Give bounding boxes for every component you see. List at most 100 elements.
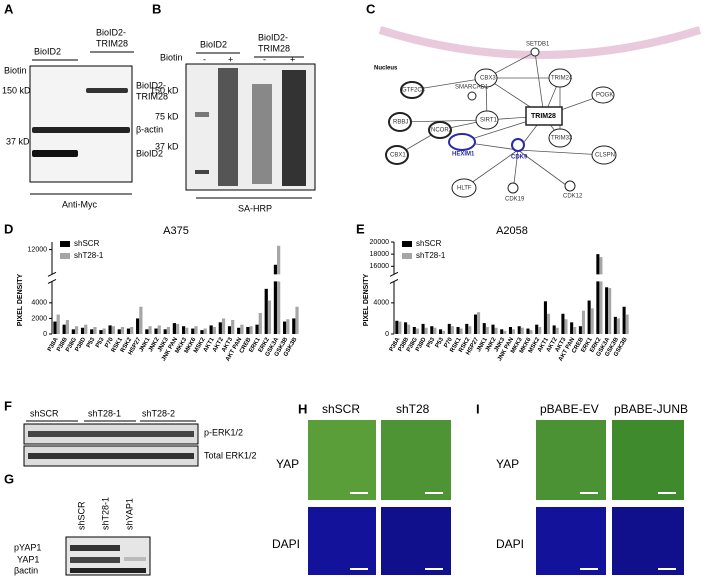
- lane-label: shYAP1: [124, 498, 134, 530]
- node-label: SIRT1: [480, 118, 498, 124]
- bar: [264, 288, 268, 334]
- bar: [154, 328, 158, 334]
- micrograph: [308, 420, 376, 500]
- bar: [65, 319, 69, 334]
- node-label: CLSPN: [595, 153, 615, 159]
- node-label: CDK19: [505, 197, 525, 203]
- y-tick-label: 16000: [370, 263, 390, 270]
- legend-swatch: [60, 241, 70, 247]
- bar: [520, 327, 524, 334]
- micrograph: [536, 507, 606, 575]
- band: [32, 127, 130, 133]
- bar: [605, 287, 609, 334]
- bar: [398, 321, 402, 334]
- column-label: shT28: [396, 402, 430, 416]
- bar: [508, 326, 512, 334]
- bar: [255, 324, 259, 334]
- row-label: YAP: [276, 457, 299, 471]
- band: [70, 557, 120, 563]
- bar: [535, 324, 539, 334]
- band: [28, 453, 194, 459]
- bar: [412, 326, 416, 334]
- bar: [500, 329, 504, 334]
- bar: [240, 324, 244, 334]
- bar: [599, 257, 603, 334]
- axis-break: [390, 274, 630, 282]
- bar: [191, 328, 195, 334]
- bar: [494, 327, 498, 334]
- node-label: GTF2C4: [402, 88, 426, 94]
- bar: [145, 329, 149, 334]
- y-tick-label: 2000: [31, 315, 47, 322]
- bar: [570, 322, 574, 334]
- bar: [292, 318, 296, 334]
- lane-label: TRIM28: [258, 43, 290, 53]
- band-label: BioID2-: [136, 80, 166, 90]
- bar: [465, 323, 469, 334]
- bar: [80, 327, 85, 334]
- bar: [286, 319, 290, 334]
- bar: [148, 326, 152, 334]
- lane-label: BioID2: [34, 46, 61, 56]
- panel-c: C Nucleus: [366, 1, 702, 203]
- lane-label: shSCR: [30, 408, 59, 418]
- bar: [74, 326, 79, 334]
- band-label: TRIM28: [136, 91, 168, 101]
- bar: [459, 328, 463, 334]
- bar: [447, 323, 451, 334]
- x-tick-label: P53: [426, 336, 437, 349]
- marker: 150 kD: [2, 85, 31, 95]
- marker: 37 kD: [6, 136, 30, 146]
- bar: [246, 326, 250, 334]
- x-tick-label: P70: [104, 336, 115, 349]
- treatment-label: Biotin: [160, 52, 183, 62]
- panel-a: A BioID2 BioID2- TRIM28 Biotin - + - + 1…: [2, 1, 168, 209]
- panel-b: B BioID2 BioID2- TRIM28 Biotin - + - + 1…: [150, 1, 316, 213]
- band-label: βactin: [14, 565, 38, 575]
- y-tick-label: 18000: [370, 251, 390, 258]
- bar: [616, 318, 620, 334]
- micrograph: [536, 420, 606, 500]
- bar: [424, 327, 428, 334]
- lane-smear: [252, 84, 272, 184]
- bar: [120, 326, 125, 334]
- bar: [249, 326, 253, 334]
- bar: [485, 326, 489, 334]
- compartment-label: Nucleus: [374, 66, 398, 72]
- lane-label: shT28-1: [100, 497, 110, 530]
- x-tick-label: P53: [95, 336, 106, 349]
- lane-smear: [218, 68, 238, 186]
- sign: +: [290, 54, 295, 64]
- band-label: Total ERK1/2: [204, 450, 257, 460]
- bar: [468, 326, 472, 334]
- bar: [421, 323, 425, 334]
- blot: [29, 65, 133, 183]
- bar: [517, 326, 521, 334]
- bar: [546, 313, 551, 334]
- bar: [573, 326, 577, 334]
- bar: [56, 314, 60, 334]
- node-label: TRIM33: [551, 136, 573, 142]
- node-label: SMARCAD1: [455, 85, 489, 91]
- column-label: shSCR: [322, 402, 360, 416]
- bar: [200, 330, 204, 334]
- bar: [84, 324, 88, 334]
- band: [28, 431, 194, 437]
- bar: [587, 300, 591, 334]
- y-axis-title: PIXEL DENSITY: [363, 273, 370, 326]
- lane-label: BioID2: [200, 39, 227, 49]
- bar: [456, 326, 460, 334]
- bar: [625, 314, 629, 334]
- band: [124, 557, 146, 561]
- bar: [450, 326, 454, 334]
- chart-title: A2058: [496, 225, 528, 237]
- bar: [90, 329, 94, 334]
- bar: [277, 245, 281, 334]
- break-mark: [47, 271, 57, 277]
- y-tick-label: 4000: [373, 300, 389, 307]
- bar: [581, 310, 585, 334]
- lane-smear: [282, 70, 306, 186]
- micrograph: [381, 507, 451, 575]
- panel-letter: H: [298, 401, 307, 416]
